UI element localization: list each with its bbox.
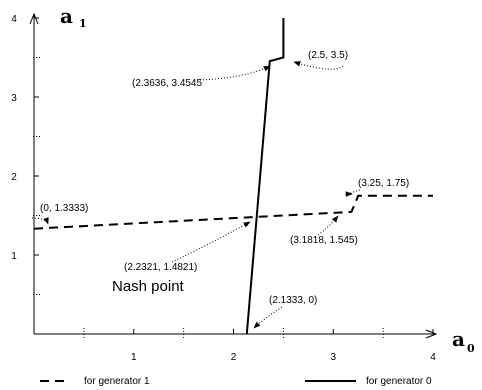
annotation-label: (2.5, 3.5) xyxy=(308,50,348,61)
y-tick-label: 3 xyxy=(11,93,17,104)
annotation-leader-arrow xyxy=(199,65,271,81)
y-tick-label: 4 xyxy=(11,14,17,25)
annotation-leader-arrow xyxy=(317,215,339,236)
x-tick-label: 2 xyxy=(231,352,237,363)
generator-1-response-line xyxy=(33,194,433,230)
annotation-leader-arrow xyxy=(171,221,251,263)
x-tick-label: 3 xyxy=(330,352,336,363)
y-axis-title-main: a xyxy=(60,4,73,28)
annotation-label: (0, 1.3333) xyxy=(40,203,88,214)
annotation-label: (2.1333, 0) xyxy=(269,295,317,306)
generator-0-response-line xyxy=(245,18,285,335)
annotation-label: (2.3636, 3.4545 xyxy=(132,78,202,89)
y-tick-label: 2 xyxy=(11,172,17,183)
legend-label-generator-0: for generator 0 xyxy=(366,376,432,387)
annotation-label: (3.1818, 1.545) xyxy=(290,235,358,246)
y-axis-title-subscript: 1 xyxy=(79,17,87,30)
x-axis-arrowhead xyxy=(425,329,438,339)
annotation-leader-arrow xyxy=(253,306,283,329)
y-axis-arrowhead xyxy=(29,12,39,25)
x-axis-title-main: a xyxy=(452,327,465,351)
nash-point-label: Nash point xyxy=(112,278,185,295)
x-tick-label: 4 xyxy=(430,352,436,363)
annotation-label: (2.2321, 1.4821) xyxy=(124,262,197,273)
annotation-leader-arrow xyxy=(293,61,344,70)
annotation-leader-arrow xyxy=(345,189,361,197)
x-tick-label: 1 xyxy=(131,352,137,363)
legend-label-generator-1: for generator 1 xyxy=(84,376,150,387)
y-tick-label: 1 xyxy=(11,251,17,262)
annotation-label: (3.25, 1.75) xyxy=(358,178,409,189)
x-axis-title-subscript: 0 xyxy=(467,342,475,355)
